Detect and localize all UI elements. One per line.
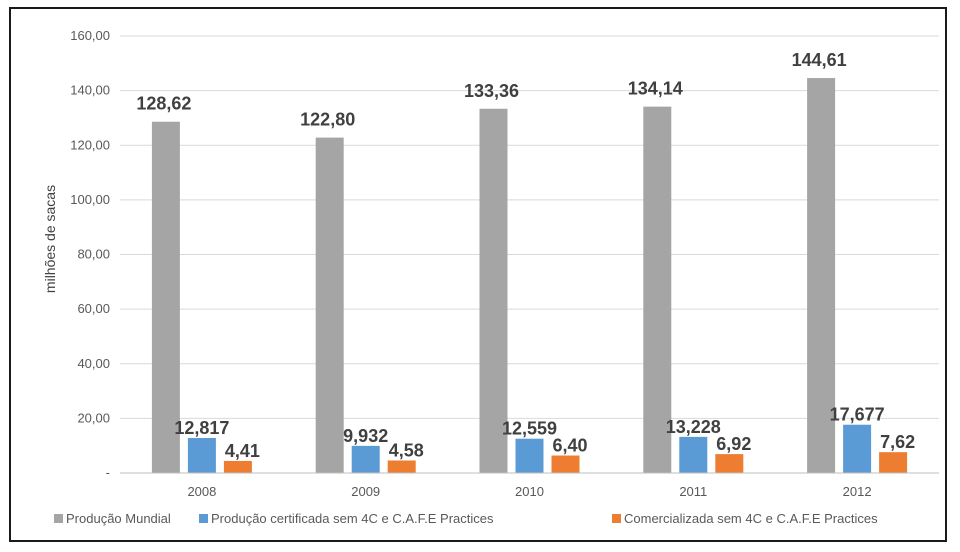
bar (315, 137, 344, 474)
y-tick-label: 80,00 (77, 247, 110, 262)
legend-entry: Produção certificada sem 4C e C.A.F.E Pr… (211, 511, 494, 526)
data-label: 17,677 (830, 405, 885, 425)
bar (351, 445, 380, 473)
y-tick-label: 100,00 (70, 192, 110, 207)
bar (843, 424, 872, 473)
data-label: 6,40 (553, 436, 588, 456)
data-label: 4,58 (389, 440, 424, 460)
data-label: 4,41 (225, 441, 260, 461)
bar (551, 455, 580, 473)
y-tick-label: 120,00 (70, 137, 110, 152)
legend-swatch (199, 514, 208, 523)
x-tick-label: 2012 (843, 484, 872, 499)
bar (807, 78, 836, 473)
data-label: 12,817 (174, 418, 229, 438)
y-tick-label: - (106, 465, 110, 480)
y-tick-label: 40,00 (77, 356, 110, 371)
bar (679, 436, 708, 473)
legend-swatch (54, 514, 63, 523)
bar (515, 438, 544, 473)
data-label: 13,228 (666, 417, 721, 437)
bar (187, 437, 216, 473)
y-axis-title: milhões de sacas (42, 185, 58, 293)
x-tick-label: 2009 (351, 484, 380, 499)
x-tick-label: 2008 (187, 484, 216, 499)
data-label: 6,92 (716, 434, 751, 454)
bar (479, 108, 508, 473)
data-label: 128,62 (136, 94, 191, 114)
bar (151, 121, 180, 473)
bars (151, 78, 908, 474)
data-label: 144,61 (792, 50, 847, 70)
x-tick-label: 2011 (679, 484, 707, 499)
x-tick-label: 2010 (515, 484, 544, 499)
data-label: 9,932 (343, 426, 388, 446)
legend-entry: Comercializada sem 4C e C.A.F.E Practice… (624, 511, 878, 526)
legend-entry: Produção Mundial (66, 511, 171, 526)
data-label: 134,14 (628, 79, 683, 99)
data-label: 133,36 (464, 81, 519, 101)
bar (223, 460, 252, 473)
bar (643, 106, 672, 473)
legend: Produção Mundial Produção certificada sem… (54, 511, 878, 526)
legend-swatch (612, 514, 621, 523)
gridlines (120, 35, 939, 419)
bar (715, 454, 744, 473)
x-axis-ticks: 2008 2009 2010 2011 2012 (187, 484, 871, 499)
bar (879, 452, 908, 473)
data-label: 122,80 (300, 110, 355, 130)
y-axis-ticks: - 20,00 40,00 60,00 80,00 100,00 120,00 140,00 1… (70, 28, 110, 480)
bar (387, 460, 416, 473)
y-tick-label: 140,00 (70, 83, 110, 98)
y-tick-label: 20,00 (77, 410, 110, 425)
bar-chart: - 20,00 40,00 60,00 80,00 100,00 120,00 140,00 1… (42, 28, 939, 526)
chart-frame: - 20,00 40,00 60,00 80,00 100,00 120,00 140,00 1… (9, 7, 947, 542)
data-label: 12,559 (502, 419, 557, 439)
y-tick-label: 160,00 (70, 28, 110, 43)
y-tick-label: 60,00 (77, 301, 110, 316)
data-label: 7,62 (880, 432, 915, 452)
